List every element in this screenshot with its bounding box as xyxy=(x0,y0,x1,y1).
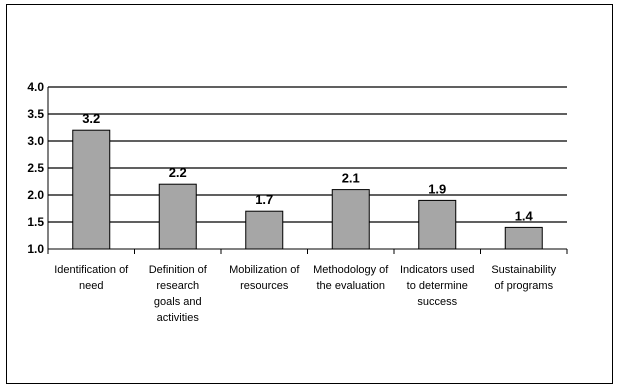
bar xyxy=(504,226,543,250)
x-tick-label-line: to determine xyxy=(407,280,468,292)
y-tick-label: 4.0 xyxy=(27,80,44,94)
x-tick-label-line: need xyxy=(79,280,103,292)
data-label: 3.2 xyxy=(82,111,100,126)
data-label: 1.7 xyxy=(255,192,273,207)
y-tick-label: 1.5 xyxy=(27,215,44,229)
y-tick-label: 3.0 xyxy=(27,134,44,148)
x-tick-label: Mobilization of resources xyxy=(229,264,300,292)
x-tick-label-line: Mobilization of xyxy=(229,264,300,276)
y-tick-label: 2.5 xyxy=(27,161,44,175)
x-tick-label-line: goals and xyxy=(154,296,202,308)
data-label: 1.4 xyxy=(515,208,534,223)
y-tick-label: 2.0 xyxy=(27,188,44,202)
bar-chart: 1.0 1.5 2.0 2.5 3.0 3.5 4.0 3.2 Identification o… xyxy=(27,80,568,324)
x-tick-label-line: Definition of xyxy=(149,264,208,276)
x-tick-label-line: Identification of xyxy=(54,264,129,276)
bar xyxy=(72,129,111,250)
x-tick-label-line: of programs xyxy=(494,280,553,292)
data-label: 2.2 xyxy=(169,165,187,180)
x-tick-label: Identification of need xyxy=(54,264,129,292)
bar xyxy=(331,189,370,250)
bar xyxy=(418,199,457,250)
bar xyxy=(245,210,284,250)
x-tick-label-line: resources xyxy=(240,280,289,292)
x-tick-label-line: Methodology of xyxy=(313,264,389,276)
x-tick-label-line: research xyxy=(156,280,199,292)
data-label: 1.9 xyxy=(428,181,446,196)
x-tick-label-line: activities xyxy=(157,312,200,324)
x-tick-label-line: Indicators used xyxy=(400,264,475,276)
x-tick-label: Methodology of the evaluation xyxy=(313,264,389,292)
data-label: 2.1 xyxy=(342,171,360,186)
x-tick-label: Definition of research goals and activities xyxy=(149,264,208,324)
x-tick-label: Sustainability of programs xyxy=(491,264,556,292)
x-tick-label-line: the evaluation xyxy=(317,280,386,292)
x-tick-label-line: Sustainability xyxy=(491,264,556,276)
x-tick-label: Indicators used to determine success xyxy=(400,264,475,308)
y-tick-label: 1.0 xyxy=(27,242,44,256)
y-tick-label: 3.5 xyxy=(27,107,44,121)
bar xyxy=(158,183,197,250)
x-tick-label-line: success xyxy=(417,296,457,308)
